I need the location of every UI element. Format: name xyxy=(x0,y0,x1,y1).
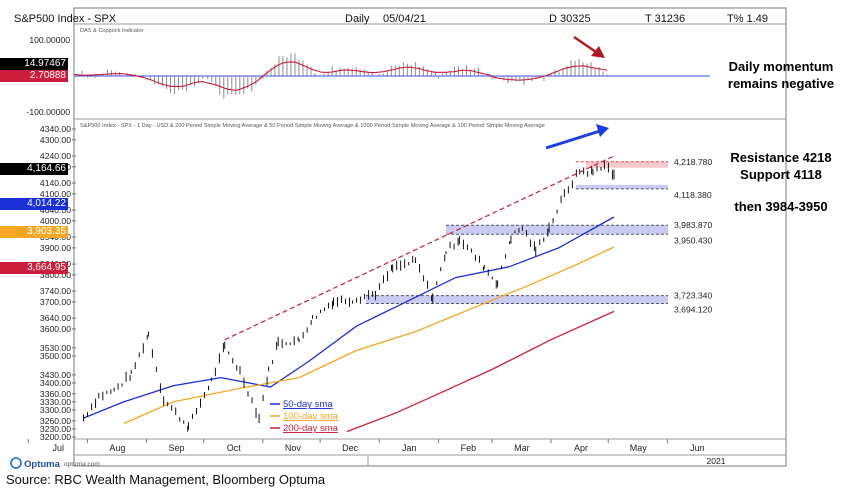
price-panel: S&P500 Index - SPX - 1 Day - USD & 200 P… xyxy=(80,123,712,434)
das-value-badge: 14.97467 xyxy=(0,58,68,70)
level-zone xyxy=(446,225,668,235)
indicator-label: DAS & Coppock Indicator xyxy=(80,28,144,34)
y-tick-label: 4000.00 xyxy=(40,216,71,226)
x-axis: Aug Sep Oct Nov Dec Jan Feb Mar Apr May Jun Jul 2021… xyxy=(10,439,726,470)
y-tick-label: 3700.00 xyxy=(40,297,71,307)
y-tick-label: 3300.00 xyxy=(40,405,71,415)
y-tick-label: 3200.00 xyxy=(40,432,71,442)
y-tick-label: 3600.00 xyxy=(40,324,71,334)
x-tick-label: Jan xyxy=(402,443,417,453)
x-tick-label: Mar xyxy=(514,443,530,453)
sma100-value-badge: 3,903.35 xyxy=(0,226,68,238)
then-note: then 3984-3950 xyxy=(734,199,828,214)
chart-period: Daily xyxy=(345,13,370,25)
chart-date: 05/04/21 xyxy=(383,13,426,25)
y-tick-label: 3740.00 xyxy=(40,286,71,296)
momentum-arrow-head xyxy=(591,46,605,58)
chart-border xyxy=(73,7,787,467)
sma200-line xyxy=(346,310,615,433)
x-tick-label: Sep xyxy=(168,443,184,453)
y-tick-label: 3530.00 xyxy=(40,343,71,353)
source-caption: Source: RBC Wealth Management, Bloomberg… xyxy=(6,472,326,487)
price-panel-label: S&P500 Index - SPX - 1 Day - USD & 200 P… xyxy=(80,123,545,129)
optuma-logo-icon xyxy=(10,457,22,469)
momentum-note: Daily momentum remains negative xyxy=(712,58,850,92)
level-zone xyxy=(365,295,668,304)
momentum-arrow-shaft xyxy=(573,36,597,53)
optuma-logo-text: Optuma xyxy=(24,459,61,470)
y-tick-label: 4040.00 xyxy=(40,205,71,215)
price-bars xyxy=(83,159,615,432)
y-tick-label: 4300.00 xyxy=(40,135,71,145)
y-tick-label: 3230.00 xyxy=(40,424,71,434)
momentum-note-line2: remains negative xyxy=(727,76,835,91)
indicator-tick: -100.00000 xyxy=(27,107,71,117)
legend-label: 100-day sma xyxy=(283,411,339,422)
optuma-url: optuma.com xyxy=(64,461,100,468)
y-tick-label: 3430.00 xyxy=(40,370,71,380)
x-tick-label: Oct xyxy=(227,443,242,453)
coppock-value-badge: 2.70888 xyxy=(0,70,68,82)
stat-d: D 30325 xyxy=(549,13,591,25)
x-tick-label: Jun xyxy=(690,443,705,453)
sma50-value-badge: 4,014.22 xyxy=(0,198,68,210)
y-tick-label: 4240.00 xyxy=(40,151,71,161)
levels-note: Resistance 4218 Support 4118 xyxy=(712,149,850,183)
level-label: 4,118.380 xyxy=(674,190,712,200)
indicator-panel: DAS & Coppock Indicator 100.00000 -100.000… xyxy=(27,28,710,117)
momentum-note-line1: Daily momentum xyxy=(728,59,834,74)
sma100-line xyxy=(123,246,615,425)
y-tick-label: 3330.00 xyxy=(40,397,71,407)
support-note: Support 4118 xyxy=(740,167,822,182)
coppock-line xyxy=(73,61,608,91)
y-tick-label: 4140.00 xyxy=(40,178,71,188)
x-tick-label: Nov xyxy=(285,443,302,453)
y-tick-label: 3640.00 xyxy=(40,313,71,323)
resistance-zone xyxy=(585,161,668,168)
x-tick-label: Jul xyxy=(52,443,64,453)
level-label: 4,218.780 xyxy=(674,157,712,167)
y-tick-label: 3260.00 xyxy=(40,416,71,426)
chart-title: S&P500 Index - SPX xyxy=(14,13,117,25)
legend-label: 200-day sma xyxy=(283,423,339,434)
x-tick-label: Aug xyxy=(109,443,125,453)
x-tick-label: Feb xyxy=(461,443,477,453)
level-label: 3,723.340 xyxy=(674,291,712,301)
price-value-badge: 4,164.66 xyxy=(0,163,68,175)
stat-t: T 31236 xyxy=(645,13,686,25)
y-tick-label: 4100.00 xyxy=(40,189,71,199)
y-tick-label: 3400.00 xyxy=(40,378,71,388)
level-label: 3,983.870 xyxy=(674,220,712,230)
resistance-note: Resistance 4218 xyxy=(730,150,832,165)
sma50-line xyxy=(83,216,615,419)
uptrend-arrow-head xyxy=(596,124,609,137)
legend-label: 50-day sma xyxy=(283,399,333,410)
y-tick-label: 3800.00 xyxy=(40,270,71,280)
y-tick-label: 4340.00 xyxy=(40,124,71,134)
sma200-value-badge: 3,664.95 xyxy=(0,262,68,274)
year-label: 2021 xyxy=(707,456,726,466)
indicator-tick: 100.00000 xyxy=(29,35,70,45)
x-tick-label: Apr xyxy=(574,443,588,453)
support-zone xyxy=(575,184,668,189)
y-tick-label: 3360.00 xyxy=(40,389,71,399)
x-tick-label: May xyxy=(630,443,648,453)
x-tick-label: Dec xyxy=(342,443,359,453)
stat-tpct: T% 1.49 xyxy=(727,13,768,25)
uptrend-arrow-shaft xyxy=(545,129,601,150)
y-tick-label: 3500.00 xyxy=(40,351,71,361)
level-label: 3,694.120 xyxy=(674,305,712,315)
level-label: 3,950.430 xyxy=(674,235,712,245)
y-tick-label: 3900.00 xyxy=(40,243,71,253)
